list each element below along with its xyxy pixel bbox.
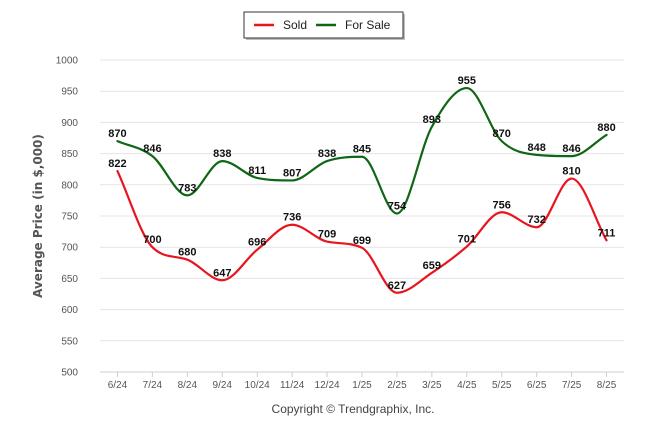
data-label-for-sale: 846: [562, 143, 580, 155]
x-tick-label: 8/24: [178, 380, 198, 391]
y-tick-label: 750: [61, 212, 78, 223]
data-label-sold: 700: [143, 234, 161, 246]
y-tick-label: 850: [61, 149, 78, 160]
data-label-sold: 627: [388, 280, 406, 292]
data-label-sold: 736: [283, 212, 301, 224]
data-label-for-sale: 838: [318, 148, 336, 160]
series-line-for-sale: [116, 86, 608, 215]
data-label-for-sale: 870: [493, 128, 511, 140]
data-label-for-sale: 807: [283, 167, 301, 179]
data-label-for-sale: 811: [248, 165, 266, 177]
data-labels: 822 700 680 647 696 736 709 699 627 659 701 756 732 8…: [108, 75, 615, 292]
y-tick-label: 650: [61, 274, 78, 285]
x-tick-label: 12/24: [315, 380, 340, 391]
y-tick-label: 600: [61, 305, 78, 316]
y-tick-label: 700: [61, 243, 78, 254]
x-tick-label: 10/24: [245, 380, 270, 391]
legend-label-for-sale: For Sale: [345, 18, 391, 32]
x-axis-ticks: 6/24 7/24 8/24 9/24 10/24 11/24 12/24 1/25 2/25 3…: [108, 372, 617, 391]
x-tick-label: 4/25: [457, 380, 477, 391]
data-label-for-sale: 783: [178, 182, 196, 194]
x-tick-label: 7/24: [143, 380, 163, 391]
data-label-sold: 732: [527, 214, 545, 226]
data-label-for-sale: 955: [458, 75, 476, 87]
data-label-sold: 810: [562, 166, 580, 178]
data-label-sold: 711: [598, 227, 616, 239]
y-tick-label: 550: [61, 336, 78, 347]
data-label-for-sale: 848: [527, 142, 545, 154]
series-lines: [116, 86, 608, 294]
data-label-sold: 647: [213, 267, 231, 279]
data-label-sold: 696: [248, 237, 266, 249]
copyright-credit: Copyright © Trendgraphix, Inc.: [272, 402, 435, 416]
data-label-for-sale: 846: [143, 143, 161, 155]
legend-label-sold: Sold: [283, 18, 307, 32]
data-label-for-sale: 893: [423, 114, 441, 126]
data-label-sold: 699: [353, 235, 371, 247]
y-tick-label: 500: [61, 368, 78, 379]
x-tick-label: 3/25: [422, 380, 442, 391]
x-tick-label: 8/25: [597, 380, 617, 391]
x-tick-label: 2/25: [387, 380, 407, 391]
y-tick-label: 1000: [56, 56, 79, 67]
data-label-sold: 680: [178, 247, 196, 259]
data-label-for-sale: 838: [213, 148, 231, 160]
y-axis-ticks: 500 550 600 650 700 750 800 850 900 950 1000: [56, 56, 79, 379]
x-tick-label: 7/25: [562, 380, 582, 391]
x-tick-label: 5/25: [492, 380, 512, 391]
data-label-sold: 701: [458, 234, 476, 246]
data-label-for-sale: 845: [353, 144, 371, 156]
legend: Sold For Sale: [243, 11, 405, 40]
data-label-sold: 822: [108, 158, 126, 170]
y-tick-label: 950: [61, 87, 78, 98]
x-tick-label: 1/25: [352, 380, 372, 391]
x-tick-label: 6/24: [108, 380, 128, 391]
x-tick-label: 11/24: [280, 380, 305, 391]
data-label-sold: 756: [493, 199, 511, 211]
data-label-sold: 659: [423, 260, 441, 272]
data-label-for-sale: 870: [108, 128, 126, 140]
series-line-sold: [116, 169, 608, 294]
x-tick-label: 6/25: [527, 380, 547, 391]
data-label-for-sale: 880: [597, 122, 615, 134]
y-tick-label: 900: [61, 118, 78, 129]
x-tick-label: 9/24: [213, 380, 233, 391]
y-tick-label: 800: [61, 180, 78, 191]
data-label-for-sale: 754: [388, 201, 407, 213]
data-label-sold: 709: [318, 229, 336, 241]
y-axis-title: Average Price (in $,000): [31, 134, 45, 298]
